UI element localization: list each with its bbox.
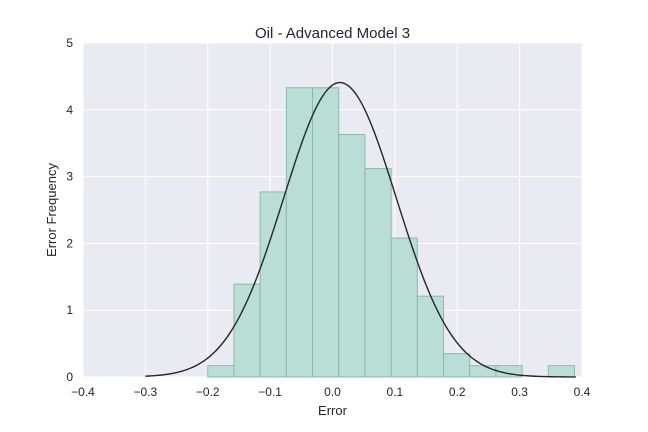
x-tick-label: −0.1 [258, 385, 282, 399]
histogram-bar [312, 87, 340, 378]
histogram-bar [469, 365, 497, 378]
x-tick-label: 0.3 [511, 385, 528, 399]
x-tick-label: −0.2 [196, 385, 220, 399]
x-tick-label: 0.1 [387, 385, 404, 399]
chart-title: Oil - Advanced Model 3 [255, 25, 410, 42]
histogram-bars [207, 87, 576, 378]
y-tick-label: 3 [66, 170, 73, 184]
histogram-bar [390, 237, 418, 378]
histogram-bar [259, 191, 287, 378]
histogram-bar [233, 283, 261, 378]
y-tick-label: 0 [66, 370, 73, 384]
histogram-bar [547, 365, 576, 378]
density-curve [145, 81, 576, 378]
y-tick-label: 4 [66, 103, 73, 117]
x-tick-label: 0.2 [449, 385, 466, 399]
histogram-bar [495, 365, 523, 378]
histogram-bar [285, 87, 314, 378]
x-tick-label: −0.4 [71, 385, 95, 399]
y-tick-label: 2 [66, 236, 73, 250]
histogram-bar [207, 365, 235, 378]
y-tick-labels: 0 1 2 3 4 5 [66, 36, 73, 384]
histogram-bar [443, 353, 471, 378]
x-tick-labels: −0.4 −0.3 −0.2 −0.1 0.0 0.1 0.2 0.3 0.4 [71, 385, 591, 399]
x-tick-label: −0.3 [134, 385, 158, 399]
histogram-bar [364, 168, 392, 378]
y-tick-label: 1 [66, 303, 73, 317]
histogram-bar [338, 134, 366, 378]
y-axis-label: Error Frequency [44, 163, 59, 257]
y-tick-label: 5 [66, 36, 73, 50]
histogram-bar [416, 295, 445, 378]
x-tick-label: 0.0 [324, 385, 341, 399]
x-tick-label: 0.4 [574, 385, 591, 399]
x-axis-label: Error [318, 403, 348, 418]
